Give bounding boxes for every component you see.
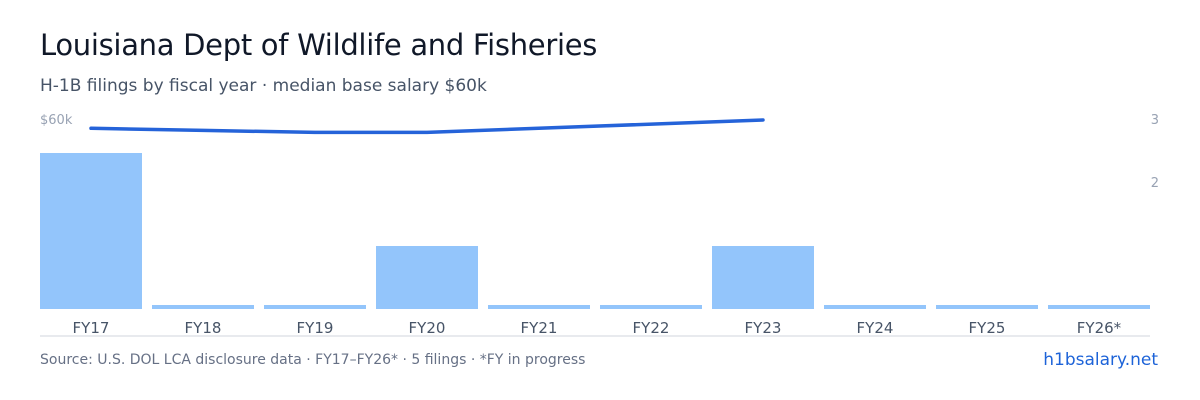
bar-fy22 [600,305,702,309]
brand-link[interactable]: h1bsalary.net [1043,350,1158,370]
x-tick-label: FY24 [857,319,894,337]
right-axis-tick: 3 [1151,113,1159,128]
bar-fy18 [152,305,254,309]
bar-fy19 [264,305,366,309]
x-tick-label: FY17 [73,319,110,337]
x-tick-label: FY21 [521,319,558,337]
bar-fy26 [1048,305,1150,309]
x-tick-label: FY22 [633,319,670,337]
chart-subtitle: H-1B filings by fiscal year · median bas… [40,76,487,96]
x-tick-label: FY25 [969,319,1006,337]
x-tick-label: FY20 [409,319,446,337]
chart-title: Louisiana Dept of Wildlife and Fisheries [40,28,598,62]
left-axis-tick: $60k [40,113,73,128]
bar-fy24 [824,305,926,309]
x-tick-label: FY23 [745,319,782,337]
salary-line [89,118,765,135]
bar-fy21 [488,305,590,309]
bar-fy25 [936,305,1038,309]
bar-fy20 [376,246,478,309]
right-axis-tick: 2 [1151,176,1159,191]
bar-fy17 [40,153,142,309]
bar-fy23 [712,246,814,309]
x-tick-label: FY26* [1077,319,1122,337]
x-tick-label: FY18 [185,319,222,337]
source-note: Source: U.S. DOL LCA disclosure data · F… [40,352,586,368]
x-tick-label: FY19 [297,319,334,337]
